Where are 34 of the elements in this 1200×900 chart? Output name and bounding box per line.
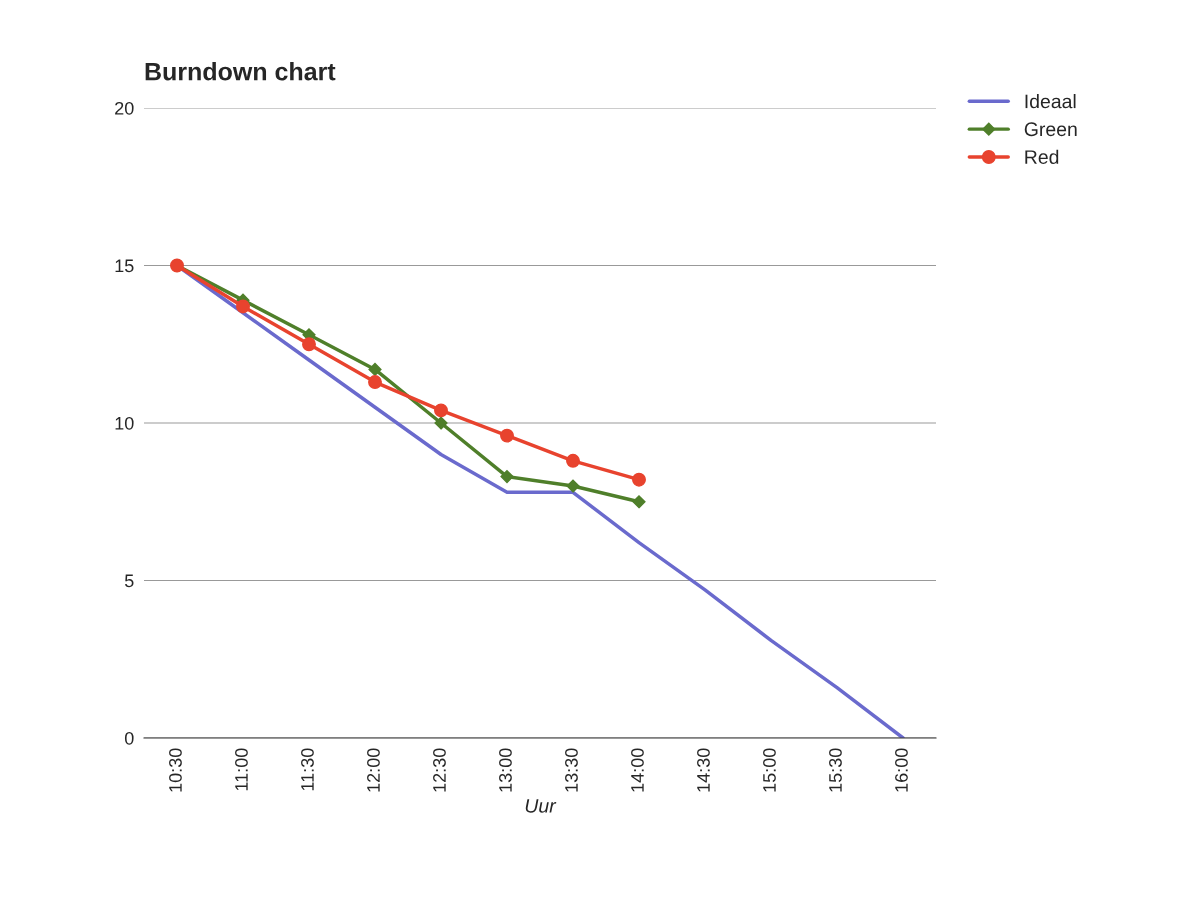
point bbox=[434, 403, 448, 418]
legend-label: Ideaal bbox=[1025, 94, 1076, 109]
point bbox=[500, 428, 514, 443]
x-tick-label: 12:00 bbox=[367, 748, 380, 792]
point bbox=[368, 375, 382, 389]
point bbox=[500, 469, 514, 484]
x-axis-title: Uur bbox=[525, 799, 557, 813]
x-tick-label: 14:00 bbox=[631, 748, 644, 792]
x-tick-label: 15:30 bbox=[829, 748, 842, 792]
point bbox=[632, 472, 646, 487]
point bbox=[368, 362, 382, 377]
point bbox=[302, 337, 316, 352]
x-tick-label: 15:00 bbox=[763, 748, 776, 792]
legend-label: Green bbox=[1024, 122, 1077, 137]
x-tick-label: 11:00 bbox=[235, 748, 248, 791]
y-tick-label: 5 bbox=[124, 574, 134, 588]
x-tick-label: 13:00 bbox=[499, 748, 512, 792]
legend-label: Red bbox=[1025, 149, 1059, 164]
point bbox=[566, 479, 580, 493]
y-tick-label: 20 bbox=[115, 101, 134, 115]
x-tick-label: 13:30 bbox=[565, 748, 578, 792]
x-tick-label: 12:30 bbox=[433, 748, 446, 792]
point bbox=[566, 453, 580, 468]
point bbox=[632, 495, 646, 509]
y-tick-label: 15 bbox=[115, 259, 134, 273]
x-tick-label: 11:30 bbox=[301, 748, 314, 791]
point bbox=[434, 416, 448, 430]
y-tick-label: 10 bbox=[115, 416, 134, 430]
y-tick-label: 0 bbox=[124, 731, 134, 745]
x-tick-label: 16:00 bbox=[895, 748, 908, 792]
x-tick-label: 10:30 bbox=[169, 748, 182, 792]
x-tick-label: 14:30 bbox=[697, 748, 710, 792]
point bbox=[236, 299, 250, 314]
chart-title: Burndown chart bbox=[145, 62, 336, 81]
